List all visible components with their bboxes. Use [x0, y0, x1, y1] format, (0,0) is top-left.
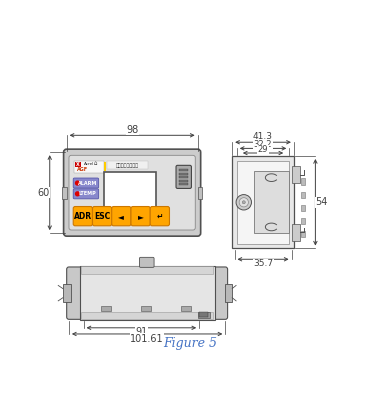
Bar	[254, 171, 289, 233]
Bar	[80, 266, 215, 320]
Bar	[63, 284, 71, 303]
Text: 41.3: 41.3	[253, 132, 273, 141]
FancyBboxPatch shape	[131, 207, 150, 226]
FancyBboxPatch shape	[176, 165, 192, 188]
Circle shape	[76, 181, 79, 185]
FancyBboxPatch shape	[67, 267, 83, 319]
Circle shape	[242, 201, 245, 204]
Text: 101.61: 101.61	[130, 333, 164, 344]
Text: ►: ►	[138, 211, 144, 221]
Bar	[75, 162, 81, 167]
Text: ⌂: ⌂	[93, 161, 97, 166]
Text: 54: 54	[315, 197, 328, 207]
Circle shape	[76, 192, 79, 196]
Bar	[301, 205, 305, 211]
Bar	[292, 166, 300, 183]
Bar	[81, 266, 213, 274]
Bar	[232, 156, 294, 249]
Bar	[179, 169, 188, 171]
FancyBboxPatch shape	[150, 207, 170, 226]
Bar	[104, 172, 156, 211]
Text: 91: 91	[135, 327, 147, 337]
FancyBboxPatch shape	[64, 149, 201, 236]
Text: ↵: ↵	[157, 211, 163, 221]
FancyBboxPatch shape	[112, 207, 131, 226]
Circle shape	[239, 198, 248, 207]
Text: ADR: ADR	[74, 211, 92, 221]
Text: 光伏汇流采集装置: 光伏汇流采集装置	[116, 163, 139, 168]
Bar	[198, 187, 202, 199]
Bar	[179, 183, 188, 185]
Bar	[292, 224, 300, 241]
Bar	[301, 179, 305, 185]
Text: Acrel: Acrel	[84, 162, 94, 166]
Text: 60: 60	[38, 188, 50, 198]
Bar	[182, 306, 191, 311]
Bar	[62, 187, 67, 199]
Text: 98: 98	[126, 125, 138, 135]
Bar	[104, 162, 106, 171]
Text: ◄: ◄	[118, 211, 124, 221]
Bar	[179, 179, 188, 182]
Bar	[108, 162, 148, 169]
Bar	[179, 176, 188, 179]
Text: 35.7: 35.7	[253, 259, 273, 268]
Text: AGF: AGF	[77, 168, 88, 172]
Bar	[141, 306, 151, 311]
Text: ALARM: ALARM	[78, 181, 97, 186]
Text: 32.2: 32.2	[254, 140, 272, 149]
Text: 29: 29	[258, 145, 268, 154]
Text: ESC: ESC	[94, 211, 110, 221]
Text: Figure 5: Figure 5	[164, 337, 218, 350]
FancyBboxPatch shape	[73, 189, 99, 199]
FancyBboxPatch shape	[73, 178, 99, 188]
Bar	[198, 312, 210, 318]
Bar	[301, 218, 305, 224]
Bar	[301, 231, 305, 237]
FancyBboxPatch shape	[93, 207, 112, 226]
FancyBboxPatch shape	[140, 257, 154, 267]
Bar	[74, 161, 104, 173]
Text: LTEMP: LTEMP	[78, 191, 96, 196]
Text: X: X	[76, 162, 80, 167]
Circle shape	[236, 194, 251, 210]
Bar	[101, 306, 110, 311]
FancyBboxPatch shape	[211, 267, 228, 319]
FancyBboxPatch shape	[69, 155, 195, 230]
FancyBboxPatch shape	[73, 207, 93, 226]
Bar	[199, 312, 208, 317]
Bar	[225, 284, 232, 303]
Bar	[81, 312, 213, 319]
Bar	[179, 173, 188, 175]
Bar	[301, 192, 305, 198]
Bar	[237, 161, 289, 244]
